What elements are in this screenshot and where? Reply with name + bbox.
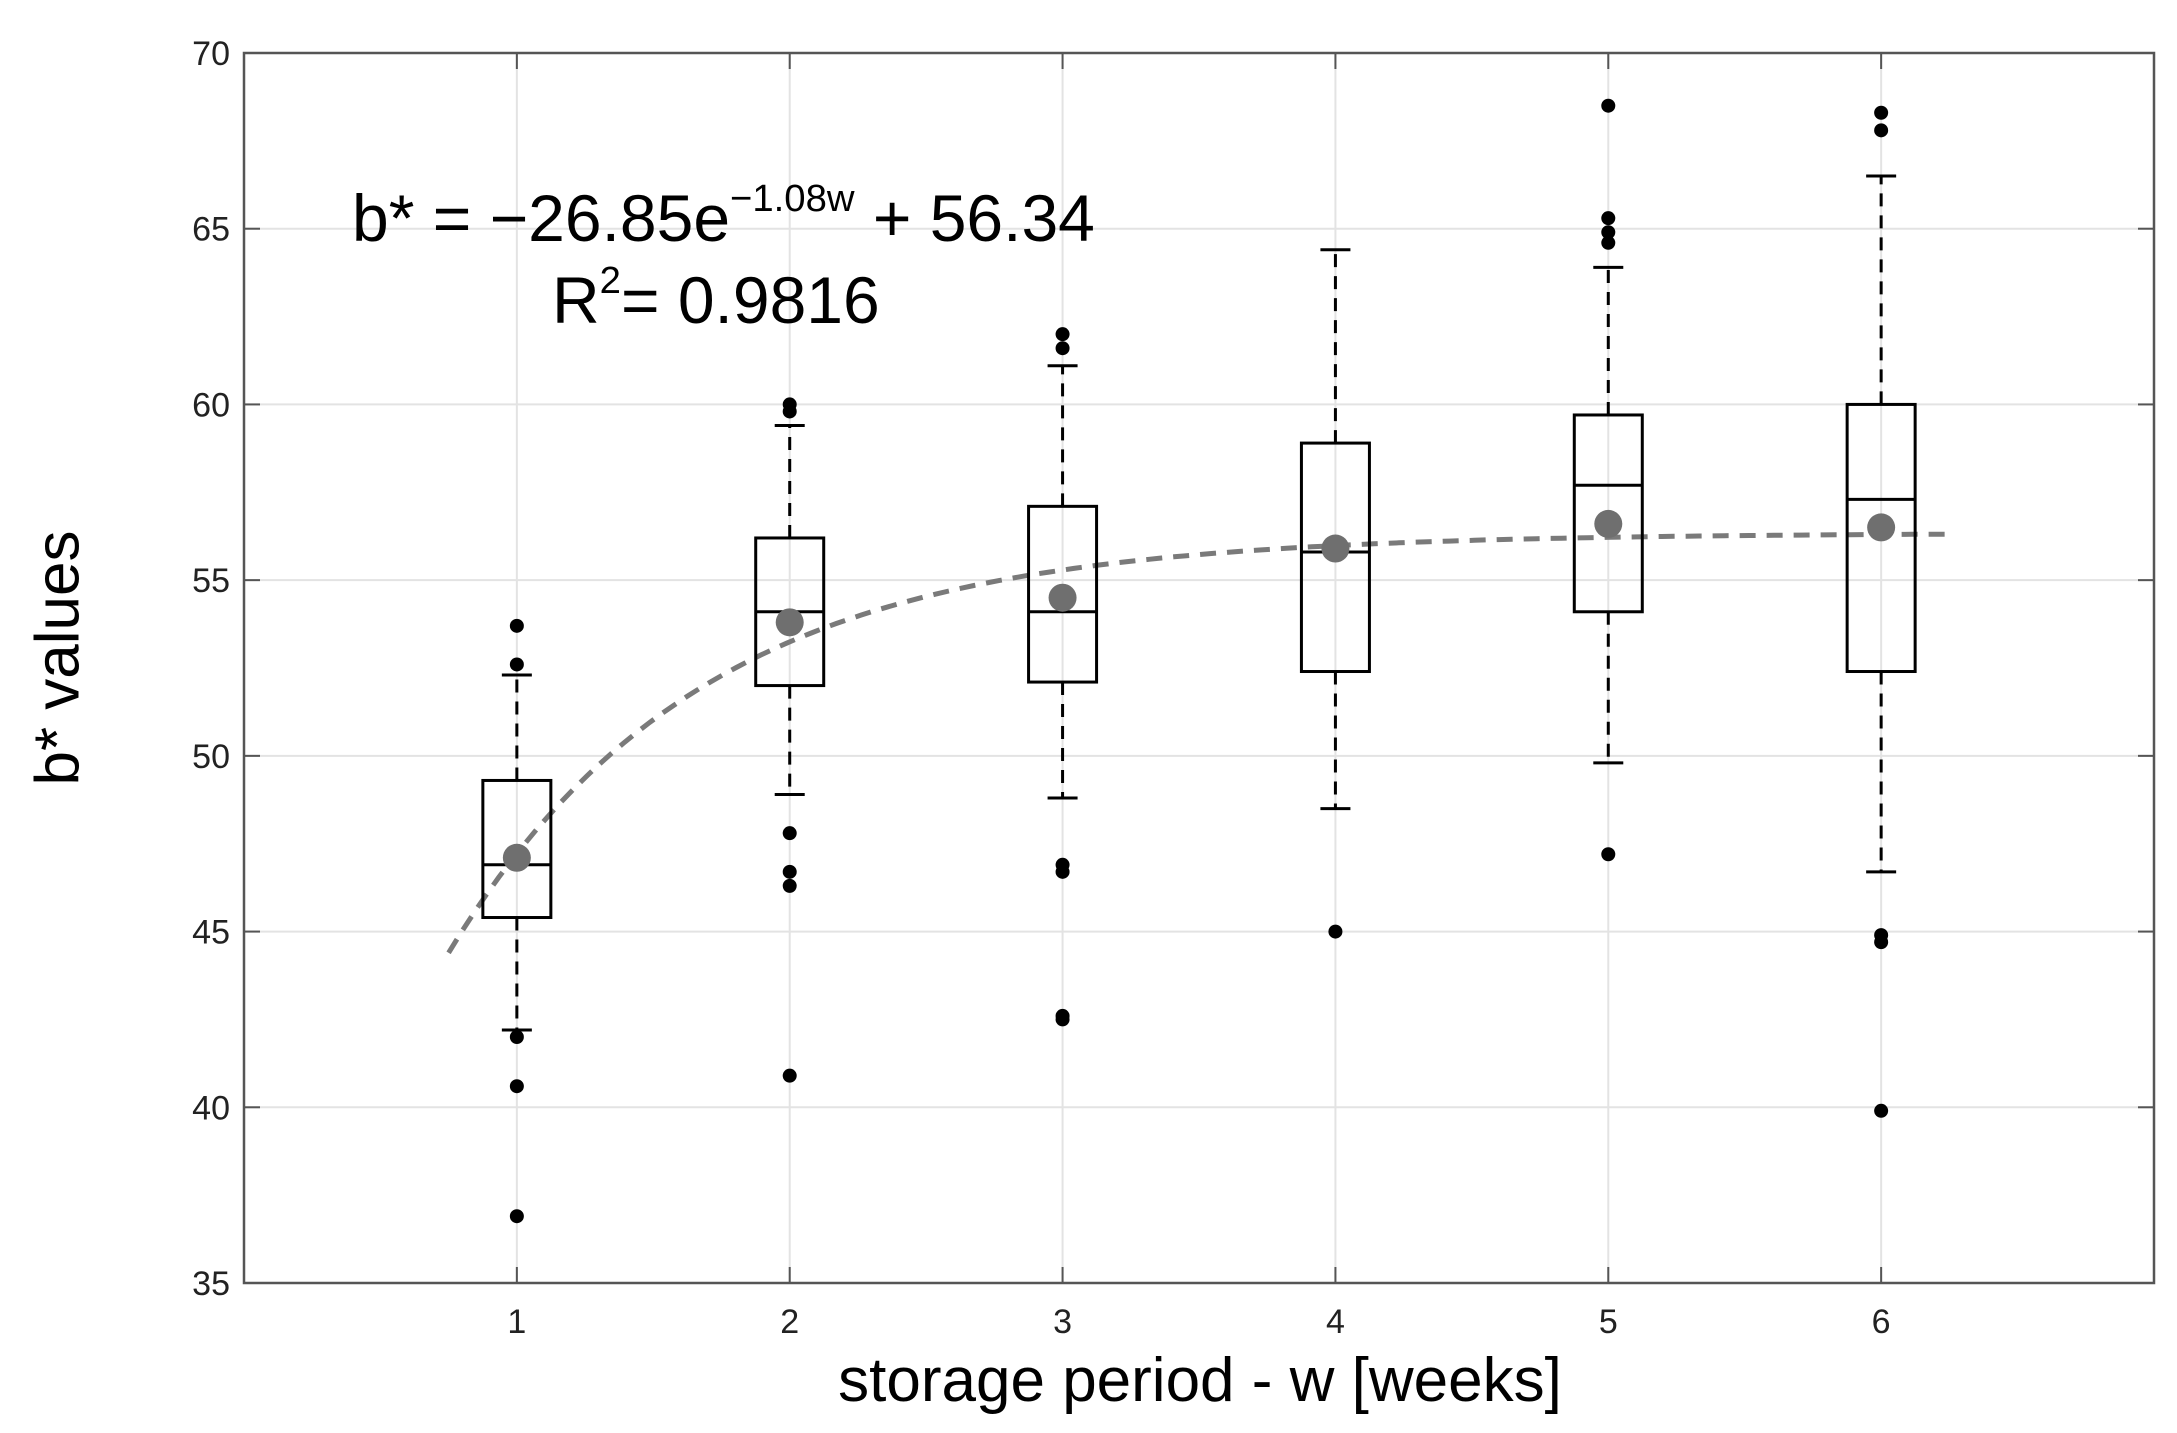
outlier-point	[1601, 98, 1616, 113]
mean-marker	[1867, 513, 1896, 542]
y-tick-label: 50	[192, 738, 230, 776]
equation-coef: −26.85e	[489, 181, 731, 255]
fit-equation: b* = −26.85e−1.08w + 56.34	[352, 177, 1095, 256]
equation-lhs: b* =	[352, 181, 490, 255]
fit-curve	[446, 531, 1950, 955]
mean-marker	[1321, 534, 1350, 563]
outlier-point	[1874, 123, 1889, 138]
outlier-point	[782, 404, 797, 419]
equation-const: + 56.34	[854, 181, 1095, 255]
outlier-point	[1055, 1012, 1070, 1027]
outlier-point	[1601, 235, 1616, 250]
y-axis-title: b* values	[23, 530, 93, 786]
box-iqr	[1299, 441, 1371, 674]
mean-marker	[1594, 509, 1623, 538]
outlier-point	[1874, 105, 1889, 120]
y-tick-label: 45	[192, 914, 230, 952]
equation-exponent: −1.08w	[730, 177, 855, 221]
outlier-point	[509, 1209, 524, 1224]
outlier-point	[1874, 1103, 1889, 1118]
boxes-layer	[481, 98, 1917, 1224]
box-iqr	[481, 778, 553, 920]
outlier-point	[782, 1068, 797, 1083]
outlier-point	[1601, 211, 1616, 226]
mean-marker	[502, 843, 531, 872]
outlier-point	[509, 1030, 524, 1044]
y-tick-label: 65	[192, 211, 230, 249]
r2-prefix: R	[552, 263, 600, 337]
y-tick-label: 40	[192, 1089, 230, 1127]
outlier-point	[1055, 864, 1070, 879]
box-iqr	[1845, 402, 1917, 674]
outlier-point	[509, 657, 524, 672]
outlier-point	[509, 618, 524, 633]
outlier-point	[1328, 924, 1343, 939]
fit-curve-layer	[446, 531, 1950, 955]
x-axis-title: storage period - w [weeks]	[838, 1346, 1562, 1415]
r-squared: R2= 0.9816	[552, 259, 880, 338]
plot-frame	[242, 51, 2156, 1285]
r2-exponent: 2	[599, 259, 621, 303]
x-tick-label: 5	[1599, 1303, 1618, 1341]
box-week-1	[481, 618, 553, 1224]
x-tick-label: 2	[780, 1303, 799, 1341]
y-tick-label: 55	[192, 562, 230, 600]
box-iqr	[1572, 413, 1644, 614]
box-iqr	[1027, 504, 1099, 684]
box-week-5	[1572, 98, 1644, 862]
outlier-point	[1055, 327, 1070, 342]
x-tick-label: 3	[1053, 1303, 1072, 1341]
outlier-point	[1601, 847, 1616, 862]
outlier-point	[782, 878, 797, 893]
x-tick-label: 6	[1872, 1303, 1891, 1341]
mean-marker	[775, 608, 804, 637]
outlier-point	[1055, 341, 1070, 356]
x-tick-label: 4	[1326, 1303, 1345, 1341]
box-week-6	[1845, 105, 1917, 1118]
box-week-2	[754, 397, 826, 1083]
box-week-4	[1299, 248, 1371, 939]
r2-value: = 0.9816	[620, 263, 880, 337]
outlier-point	[782, 826, 797, 841]
box-week-3	[1027, 327, 1099, 1027]
y-tick-label: 70	[192, 35, 230, 73]
outlier-point	[509, 1079, 524, 1094]
y-tick-label: 35	[192, 1265, 230, 1303]
outlier-point	[782, 864, 797, 879]
x-tick-label: 1	[507, 1303, 526, 1341]
outlier-point	[1874, 935, 1889, 950]
outlier-point	[1601, 225, 1616, 240]
mean-marker	[1048, 583, 1077, 612]
y-tick-label: 60	[192, 386, 230, 424]
